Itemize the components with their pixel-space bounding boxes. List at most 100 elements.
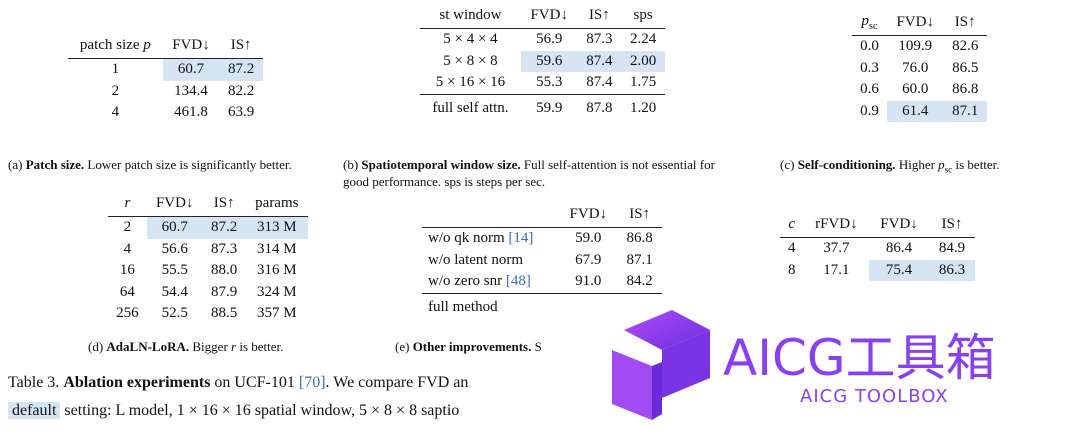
text-cite: [70] — [298, 374, 326, 391]
text: 2 — [111, 82, 120, 99]
header-cell: IS↑ — [928, 214, 975, 238]
cell: 2.00 — [621, 50, 665, 72]
cell: 87.4 — [578, 72, 622, 94]
cell: 60.7 — [162, 58, 220, 81]
text: 63.9 — [228, 104, 255, 121]
cell: 56.9 — [521, 29, 578, 51]
cell: 86.8 — [617, 228, 662, 250]
cell: 87.2 — [219, 58, 263, 81]
cell: 0.3 — [852, 58, 887, 80]
text: 87.1 — [626, 251, 653, 268]
cell: 4 — [68, 102, 163, 124]
text: 313 M — [257, 219, 297, 236]
cell: 84.2 — [617, 271, 662, 293]
cell: 76.0 — [887, 58, 943, 80]
cell: 87.4 — [577, 50, 622, 72]
text: 87.4 — [586, 74, 613, 91]
text: 56.9 — [536, 31, 563, 48]
header-cell: FVD↓ — [887, 12, 944, 36]
text: 86.5 — [952, 59, 979, 76]
cell: 1 — [68, 59, 163, 81]
text: 82.6 — [952, 38, 979, 55]
cell: 461.8 — [163, 102, 220, 124]
row: w/o qk norm [14] 59.0 86.8 — [422, 228, 662, 250]
header-cell: FVD↓ — [559, 204, 618, 228]
text: 87.1 — [952, 102, 979, 119]
text-var: p — [143, 36, 151, 53]
text-text: Full self-attention is not essential for… — [343, 157, 715, 189]
text: IS↑ — [941, 215, 963, 232]
cell: 87.2 — [202, 216, 246, 239]
caption-a: (a) Patch size. Lower patch size is signif… — [8, 157, 323, 174]
header-row: patch size p FVD↓ IS↑ — [68, 35, 263, 59]
text: sps — [633, 6, 653, 23]
header-cell: r — [108, 193, 147, 217]
row: 4 461.8 63.9 — [68, 102, 263, 124]
text: IS↑ — [588, 6, 610, 23]
cell: 357 M — [246, 303, 308, 325]
text: 1.75 — [629, 74, 657, 91]
text-title: AdaLN-LoRA. — [106, 339, 190, 354]
text: 54.4 — [161, 283, 188, 300]
text: 67.9 — [575, 251, 602, 268]
text-title: Patch size. — [25, 157, 85, 172]
cell: 16 — [108, 260, 147, 282]
text: 84.9 — [938, 240, 966, 257]
text: IS↑ — [954, 13, 976, 30]
header-row: psc FVD↓ IS↑ — [852, 12, 987, 36]
text: 316 M — [257, 262, 297, 279]
row: 4 56.6 87.3 314 M — [108, 239, 308, 261]
text-var: p — [938, 157, 945, 172]
text: 4 — [111, 104, 120, 121]
cell: 55.5 — [147, 260, 203, 282]
text: 60.7 — [177, 61, 205, 78]
header-cell — [422, 204, 560, 228]
text: FVD↓ — [896, 13, 934, 30]
row: 5 × 8 × 8 59.6 87.4 2.00 — [420, 50, 665, 72]
cell: 86.8 — [943, 79, 987, 101]
text: FVD↓ — [569, 205, 608, 222]
text: 75.4 — [885, 261, 913, 278]
text: 56.6 — [161, 240, 188, 257]
header-cell: sps — [621, 5, 665, 29]
text-title: Ablation experiments — [63, 374, 211, 391]
watermark: AICG工具箱 AICG TOOLBOX — [560, 306, 1080, 431]
cell: 0.6 — [852, 79, 887, 101]
text: 37.7 — [823, 240, 850, 257]
row: 2 134.4 82.2 — [68, 81, 263, 103]
cell: 87.8 — [577, 93, 622, 119]
row: 0.9 61.4 87.1 — [852, 100, 987, 122]
cell: 59.6 — [520, 50, 578, 72]
cell: 88.0 — [203, 260, 246, 282]
cell: 4 — [108, 239, 147, 261]
text: 314 M — [257, 240, 297, 257]
cell: 87.3 — [578, 29, 622, 51]
cell: w/o qk norm [14] — [422, 228, 559, 250]
caption-e: (e) Other improvements. S — [395, 339, 565, 356]
text: 59.9 — [536, 99, 563, 116]
cell: 55.3 — [521, 72, 578, 94]
text: IS↑ — [629, 205, 651, 222]
text-text2: is better. — [239, 339, 284, 354]
text: 0.6 — [860, 81, 879, 98]
caption-d: (d) AdaLN-LoRA. Bigger r is better. — [88, 339, 348, 356]
cell: 87.9 — [203, 282, 246, 304]
text: 87.3 — [211, 240, 238, 257]
caption-c: (c) Self-conditioning. Higher psc is better. — [780, 157, 1080, 176]
text-text2: . We compare FVD an — [325, 374, 469, 391]
cell: 87.1 — [617, 250, 662, 272]
table-a: patch size p FVD↓ IS↑ 1 60.7 87.2 2 134.4 82.2 4 46… — [68, 35, 263, 124]
cell: 60.7 — [146, 216, 203, 239]
text: 91.0 — [575, 273, 602, 290]
cell: 87.1 — [943, 100, 987, 122]
row: 5 × 16 × 16 55.3 87.4 1.75 — [420, 72, 665, 94]
text: 87.2 — [228, 61, 255, 78]
text-title: Spatiotemporal window size. — [361, 157, 521, 172]
header-row: c rFVD↓ FVD↓ IS↑ — [780, 214, 975, 238]
cell: 256 — [108, 303, 147, 325]
row: 0.3 76.0 86.5 — [852, 58, 987, 80]
text: 0.3 — [860, 59, 879, 76]
text: 5 × 4 × 4 — [443, 31, 498, 48]
header-cell: rFVD↓ — [803, 214, 870, 238]
